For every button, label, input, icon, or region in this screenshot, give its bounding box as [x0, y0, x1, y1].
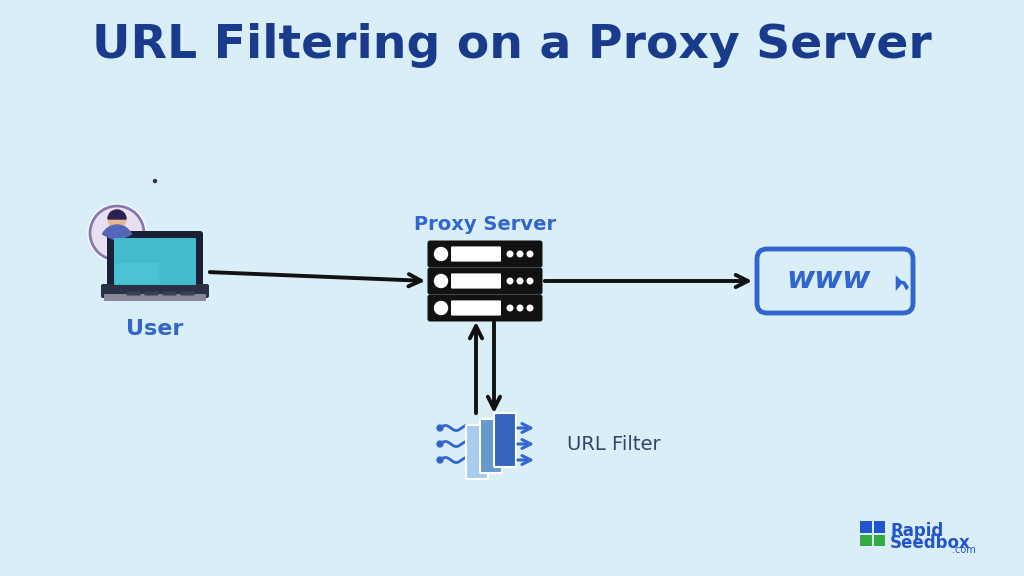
Circle shape — [437, 457, 443, 463]
Text: User: User — [126, 319, 183, 339]
FancyBboxPatch shape — [180, 291, 195, 295]
FancyBboxPatch shape — [427, 241, 543, 267]
FancyBboxPatch shape — [104, 294, 206, 301]
FancyBboxPatch shape — [163, 291, 176, 295]
Text: www: www — [786, 264, 871, 294]
Circle shape — [527, 278, 532, 284]
Circle shape — [507, 305, 513, 311]
Text: URL Filter: URL Filter — [567, 434, 660, 453]
Circle shape — [434, 248, 447, 260]
FancyBboxPatch shape — [144, 291, 159, 295]
Wedge shape — [108, 210, 126, 219]
FancyBboxPatch shape — [451, 247, 501, 262]
Text: Seedbox: Seedbox — [890, 534, 971, 552]
FancyBboxPatch shape — [494, 413, 516, 467]
Circle shape — [437, 441, 443, 447]
FancyBboxPatch shape — [860, 535, 871, 546]
FancyBboxPatch shape — [873, 535, 885, 546]
Text: .com: .com — [952, 545, 976, 555]
Circle shape — [154, 180, 157, 183]
Wedge shape — [102, 225, 131, 241]
FancyBboxPatch shape — [106, 231, 203, 292]
FancyBboxPatch shape — [127, 291, 140, 295]
Circle shape — [527, 305, 532, 311]
Circle shape — [108, 210, 126, 228]
FancyBboxPatch shape — [116, 263, 160, 283]
Circle shape — [90, 206, 144, 260]
FancyBboxPatch shape — [101, 284, 209, 298]
Circle shape — [88, 204, 146, 262]
Text: Proxy Server: Proxy Server — [414, 215, 556, 234]
FancyBboxPatch shape — [427, 294, 543, 321]
FancyBboxPatch shape — [860, 521, 871, 532]
Circle shape — [434, 275, 447, 287]
FancyBboxPatch shape — [427, 267, 543, 294]
FancyBboxPatch shape — [451, 274, 501, 289]
Circle shape — [517, 251, 523, 257]
Circle shape — [434, 301, 447, 314]
FancyBboxPatch shape — [480, 419, 502, 473]
FancyBboxPatch shape — [873, 521, 885, 532]
Circle shape — [507, 278, 513, 284]
Circle shape — [527, 251, 532, 257]
Text: Rapid: Rapid — [890, 522, 943, 540]
Polygon shape — [895, 274, 910, 293]
Text: URL Filtering on a Proxy Server: URL Filtering on a Proxy Server — [92, 24, 932, 69]
Circle shape — [517, 305, 523, 311]
FancyBboxPatch shape — [114, 238, 196, 285]
FancyBboxPatch shape — [466, 425, 488, 479]
Circle shape — [517, 278, 523, 284]
FancyBboxPatch shape — [757, 249, 913, 313]
FancyBboxPatch shape — [451, 301, 501, 316]
Circle shape — [507, 251, 513, 257]
Circle shape — [437, 425, 443, 431]
